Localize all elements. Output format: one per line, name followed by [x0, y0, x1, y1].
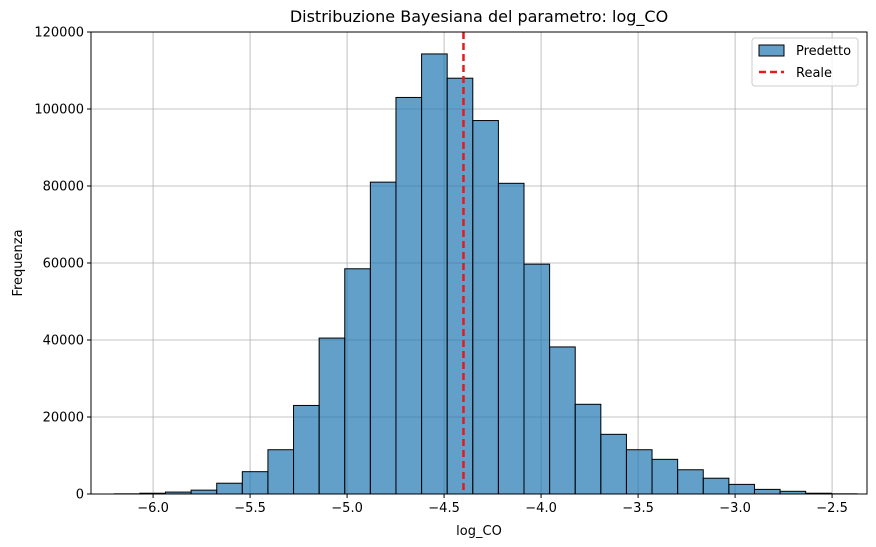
x-axis-ticks: −6.0 −5.5 −5.0 −4.5 −4.0 −3.5 −3.0 −2.5: [137, 494, 848, 516]
histogram-bar: [472, 120, 499, 495]
histogram-bar: [190, 489, 218, 495]
x-tick-label: −3.0: [719, 501, 751, 516]
histogram-bar: [216, 482, 243, 495]
legend-swatch-predetto: [758, 44, 785, 57]
histogram-bar: [497, 182, 525, 495]
histogram-bar: [651, 458, 679, 495]
y-tick-label: 120000: [34, 26, 84, 41]
histogram-bar: [728, 483, 755, 495]
y-tick-label: 80000: [43, 180, 84, 195]
histogram-bar: [753, 488, 781, 495]
x-tick-label: −4.5: [428, 501, 460, 516]
y-axis-label: Frequenza: [11, 229, 26, 296]
x-tick-label: −6.0: [137, 501, 169, 516]
histogram-bar: [523, 263, 551, 495]
legend-label-predetto: Predetto: [796, 44, 851, 59]
x-tick-label: −3.5: [622, 501, 654, 516]
histogram-bar: [600, 433, 627, 495]
histogram-bar: [677, 469, 704, 495]
y-tick-label: 60000: [43, 257, 84, 272]
histogram-bar: [574, 403, 602, 495]
histogram-bar: [344, 268, 371, 495]
x-tick-label: −5.5: [234, 501, 266, 516]
histogram-bar: [293, 404, 320, 495]
histogram-bar: [241, 471, 269, 495]
y-tick-label: 40000: [43, 334, 84, 349]
histogram-bar: [446, 77, 474, 495]
y-axis-ticks: 0 20000 40000 60000 80000 100000 120000: [34, 26, 91, 503]
histogram-bar: [318, 337, 346, 495]
x-tick-label: −4.0: [525, 501, 557, 516]
y-tick-label: 20000: [43, 411, 84, 426]
chart-title: Distribuzione Bayesiana del parametro: l…: [290, 7, 668, 27]
histogram-bar: [625, 449, 653, 495]
legend-label-reale: Reale: [796, 66, 832, 81]
histogram-bars: [113, 53, 858, 495]
histogram-bar: [267, 449, 295, 495]
histogram-bar: [369, 181, 397, 495]
legend: Predetto Reale: [751, 37, 859, 87]
histogram-bar: [421, 53, 448, 495]
histogram-bar: [395, 96, 423, 495]
y-tick-label: 0: [76, 488, 84, 503]
x-tick-label: −2.5: [816, 501, 848, 516]
y-tick-label: 100000: [34, 103, 84, 118]
x-tick-label: −5.0: [331, 501, 363, 516]
histogram-bar: [549, 346, 576, 495]
x-axis-label: log_CO: [456, 524, 502, 539]
histogram-bar: [702, 477, 730, 495]
